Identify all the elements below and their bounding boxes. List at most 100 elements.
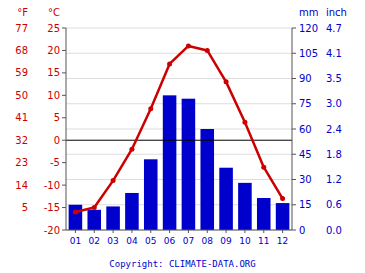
y-tick-label: -20 (44, 225, 60, 236)
bar (87, 210, 101, 230)
bar (125, 193, 139, 230)
y2-alt-tick-label: 3.5 (326, 73, 342, 84)
y-tick-label: -15 (44, 202, 60, 213)
y-tick (62, 28, 66, 29)
x-tick-label: 03 (107, 236, 118, 246)
line-marker (111, 178, 116, 183)
y-alt-tick-label: 14 (15, 180, 28, 191)
x-tick-label: 01 (70, 236, 81, 246)
bar (238, 183, 252, 230)
x-tick-label: 06 (164, 236, 176, 246)
y-alt-tick-label: 32 (15, 135, 28, 146)
y2-tick (292, 28, 296, 29)
y2-tick-label: 105 (299, 48, 318, 59)
y2-alt-tick-label: 0.0 (326, 225, 342, 236)
y2-tick-label: 0 (299, 225, 305, 236)
bar (144, 159, 158, 230)
x-tick-label: 07 (183, 236, 194, 246)
y2-alt-tick-label: 4.1 (326, 48, 342, 59)
y2-tick (292, 129, 296, 130)
y2-tick-label: 75 (299, 98, 312, 109)
y2-tick (292, 78, 296, 79)
y2-tick-label: 120 (299, 23, 318, 34)
x-tick (169, 230, 170, 233)
y-tick-label: 0 (54, 135, 60, 146)
y-alt-tick-label: 41 (15, 112, 28, 123)
bar (219, 168, 233, 230)
y2-label: mm (299, 7, 318, 18)
y2-alt-tick-label: 0.6 (326, 199, 342, 210)
y-tick (62, 230, 66, 231)
x-tick-label: 12 (277, 236, 288, 246)
x-tick (131, 230, 132, 233)
plot-area (66, 43, 292, 230)
x-tick-label: 02 (89, 236, 100, 246)
line-marker (148, 106, 153, 111)
annotation: Copyright: CLIMATE-DATA.ORG (109, 259, 255, 269)
y-tick (62, 117, 66, 118)
y-tick-label: -5 (50, 157, 60, 168)
x-tick (113, 230, 114, 233)
bar (106, 206, 120, 230)
x-tick (226, 230, 227, 233)
x-tick (150, 230, 151, 233)
grid-line (66, 78, 292, 79)
y-tick-label: 10 (47, 90, 60, 101)
y2-tick-label: 60 (299, 124, 312, 135)
line-marker (242, 120, 247, 125)
y-label: °C (48, 7, 60, 18)
y2-tick (292, 103, 296, 104)
temperature-line (75, 46, 282, 212)
x-tick-label: 11 (258, 236, 269, 246)
y2-alt-tick-label: 1.8 (326, 149, 342, 160)
y-tick (62, 207, 66, 208)
y-tick (62, 185, 66, 186)
y-alt-tick-label: 5 (22, 202, 28, 213)
line-marker (205, 48, 210, 53)
x-tick-label: 10 (239, 236, 251, 246)
y-alt-tick-label: 68 (15, 45, 28, 56)
y-alt-tick-label: 23 (15, 157, 28, 168)
y2-alt-tick-label: 4.7 (326, 23, 342, 34)
y2-tick (292, 179, 296, 180)
x-tick (282, 230, 283, 233)
line-marker (224, 79, 229, 84)
x-tick-label: 04 (126, 236, 138, 246)
left-axis (66, 28, 67, 230)
y-tick-label: 5 (54, 112, 60, 123)
y-tick-label: 20 (47, 45, 60, 56)
y2-tick-label: 90 (299, 73, 312, 84)
y2-tick (292, 230, 296, 231)
y-tick-label: 25 (47, 23, 60, 34)
bar (200, 129, 214, 230)
y-tick-label: -10 (44, 180, 60, 191)
x-tick (94, 230, 95, 233)
y-alt-tick-label: 59 (15, 67, 28, 78)
zero-line (66, 140, 292, 141)
y-tick (62, 95, 66, 96)
x-tick (244, 230, 245, 233)
y2-alt-tick-label: 1.2 (326, 174, 342, 185)
y-alt-tick-label: 50 (15, 90, 28, 101)
bar (257, 198, 271, 230)
line-marker (92, 205, 97, 210)
y2-alt-tick-label: 2.4 (326, 124, 342, 135)
x-tick-label: 09 (220, 236, 232, 246)
line-marker (129, 147, 134, 152)
y-tick (62, 140, 66, 141)
y2-alt-tick-label: 3.0 (326, 98, 342, 109)
y-tick (62, 50, 66, 51)
bar (182, 99, 196, 230)
y-tick (62, 162, 66, 163)
bar (276, 203, 290, 230)
chart: -20-15-10-505101520255142332415059687701… (0, 0, 365, 273)
y2-alt-label: inch (326, 7, 347, 18)
grid-line (66, 103, 292, 104)
line-marker (167, 61, 172, 66)
line-marker (280, 196, 285, 201)
line-marker (73, 210, 78, 215)
y2-tick (292, 204, 296, 205)
line-marker (186, 43, 191, 48)
grid-line (66, 28, 292, 29)
y-alt-label: °F (17, 7, 28, 18)
